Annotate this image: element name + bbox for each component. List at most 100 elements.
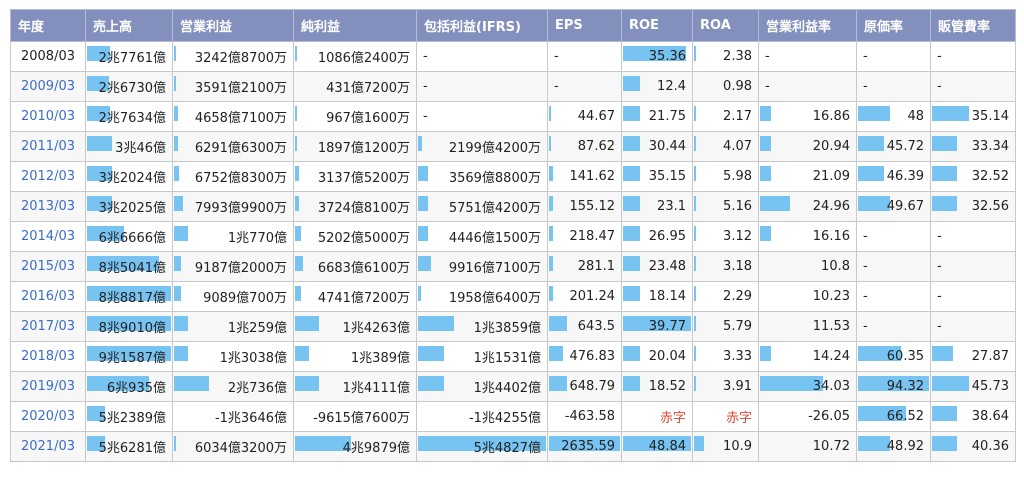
- cell-value: 94.32: [886, 379, 924, 394]
- roe-cell: 23.48: [621, 251, 693, 282]
- year-cell: 2008/03: [10, 41, 86, 72]
- cost-ratio-cell: -: [856, 251, 931, 282]
- value-bar: [174, 196, 183, 211]
- year-cell[interactable]: 2013/03: [10, 191, 86, 222]
- year-cell[interactable]: 2014/03: [10, 221, 86, 252]
- cell-value: 18.14: [648, 289, 686, 304]
- table-row: 2008/03 2兆7761億 3242億8700万 1086億2400万 - -35.3…: [10, 41, 1016, 72]
- cell-value: 6683億6100万: [317, 261, 410, 276]
- value-bar: [694, 316, 696, 331]
- header-net-income[interactable]: 純利益: [293, 9, 417, 42]
- cost-ratio-cell: -: [856, 41, 931, 72]
- cell-value: 2兆6730億: [98, 81, 166, 96]
- value-bar: [694, 226, 696, 241]
- cell-value: 141.62: [569, 169, 616, 184]
- value-bar: [549, 346, 563, 361]
- year-cell[interactable]: 2010/03: [10, 101, 86, 132]
- roe-cell: 30.44: [621, 131, 693, 162]
- header-sga-ratio[interactable]: 販管費率: [930, 9, 1016, 42]
- cell-value: 60.35: [886, 349, 924, 364]
- cell-value: 3兆2025億: [98, 201, 166, 216]
- cell-value: 967億1600万: [326, 111, 410, 126]
- net-income-cell: 1兆389億: [293, 341, 417, 372]
- value-bar: [932, 346, 953, 361]
- roa-cell: 3.18: [692, 251, 759, 282]
- cell-value: 33.34: [971, 139, 1009, 154]
- roa-cell: 3.33: [692, 341, 759, 372]
- value-bar: [623, 376, 640, 391]
- value-bar: [295, 256, 303, 271]
- operating-profit-cell: 1兆259億: [172, 311, 294, 342]
- cost-ratio-cell: 66.52: [856, 401, 931, 432]
- value-bar: [418, 436, 546, 451]
- cell-value: 32.56: [971, 199, 1009, 214]
- year-cell[interactable]: 2020/03: [10, 401, 86, 432]
- header-year[interactable]: 年度: [10, 9, 86, 42]
- cell-value: 30.44: [648, 139, 686, 154]
- table-row: 2009/03 2兆6730億 3591億2100万 431億7200万 - -12.4 0…: [10, 71, 1016, 102]
- header-comprehensive-income[interactable]: 包括利益(IFRS): [416, 9, 548, 42]
- cell-value: 10.9: [723, 439, 752, 454]
- eps-cell: 218.47: [547, 221, 622, 252]
- cell-value: 281.1: [577, 259, 615, 274]
- value-bar: [174, 226, 188, 241]
- cost-ratio-cell: 49.67: [856, 191, 931, 222]
- year-cell[interactable]: 2012/03: [10, 161, 86, 192]
- sga-ratio-cell: -: [930, 251, 1016, 282]
- sales-cell: 3兆2025億: [85, 191, 173, 222]
- year-cell[interactable]: 2021/03: [10, 431, 86, 462]
- header-roa[interactable]: ROA: [692, 9, 759, 42]
- header-roe[interactable]: ROE: [621, 9, 693, 42]
- operating-margin-cell: 11.53: [758, 311, 857, 342]
- year-cell[interactable]: 2019/03: [10, 371, 86, 402]
- value-bar: [87, 46, 110, 61]
- cell-value: 1兆4263億: [342, 321, 410, 336]
- value-bar: [760, 376, 823, 391]
- net-income-cell: 1兆4111億: [293, 371, 417, 402]
- value-bar: [87, 286, 171, 301]
- year-cell[interactable]: 2017/03: [10, 311, 86, 342]
- cell-value: 14.24: [812, 349, 850, 364]
- cell-value: 3兆46億: [115, 141, 166, 156]
- eps-cell: 155.12: [547, 191, 622, 222]
- table-row: 2019/03 6兆935億 2兆736億 1兆4111億 1兆4402億 648.79 1…: [10, 371, 1016, 402]
- eps-cell: 87.62: [547, 131, 622, 162]
- value-bar: [623, 226, 640, 241]
- cell-value: 7993億9900万: [194, 201, 287, 216]
- header-operating-profit[interactable]: 営業利益: [172, 9, 294, 42]
- year-cell[interactable]: 2015/03: [10, 251, 86, 282]
- year-cell[interactable]: 2009/03: [10, 71, 86, 102]
- value-bar: [174, 166, 179, 181]
- year-cell[interactable]: 2016/03: [10, 281, 86, 312]
- value-bar: [549, 136, 551, 151]
- header-cost-ratio[interactable]: 原価率: [856, 9, 931, 42]
- operating-profit-cell: 3242億8700万: [172, 41, 294, 72]
- value-bar: [418, 316, 454, 331]
- roa-cell: 2.17: [692, 101, 759, 132]
- cell-value: 3.12: [723, 229, 752, 244]
- header-operating-margin[interactable]: 営業利益率: [758, 9, 857, 42]
- roe-cell: 21.75: [621, 101, 693, 132]
- operating-margin-cell: 10.23: [758, 281, 857, 312]
- net-income-cell: 1兆4263億: [293, 311, 417, 342]
- value-bar: [418, 226, 428, 241]
- year-cell[interactable]: 2018/03: [10, 341, 86, 372]
- net-income-cell: 6683億6100万: [293, 251, 417, 282]
- cell-value: 10.72: [812, 439, 850, 454]
- cost-ratio-cell: 48: [856, 101, 931, 132]
- cell-value: -9615億7600万: [313, 411, 410, 426]
- cell-value: 0.98: [723, 79, 752, 94]
- header-sales[interactable]: 売上高: [85, 9, 173, 42]
- eps-cell: -: [547, 71, 622, 102]
- header-eps[interactable]: EPS: [547, 9, 622, 42]
- value-bar: [549, 376, 567, 391]
- roa-cell: 3.91: [692, 371, 759, 402]
- cell-value: 1兆389億: [350, 351, 410, 366]
- value-bar: [87, 196, 112, 211]
- year-cell[interactable]: 2011/03: [10, 131, 86, 162]
- value-bar: [858, 376, 929, 391]
- value-bar: [932, 106, 969, 121]
- cell-value: 38.64: [971, 409, 1009, 424]
- cell-value: 3.91: [723, 379, 752, 394]
- cell-value: 3591億2100万: [194, 81, 287, 96]
